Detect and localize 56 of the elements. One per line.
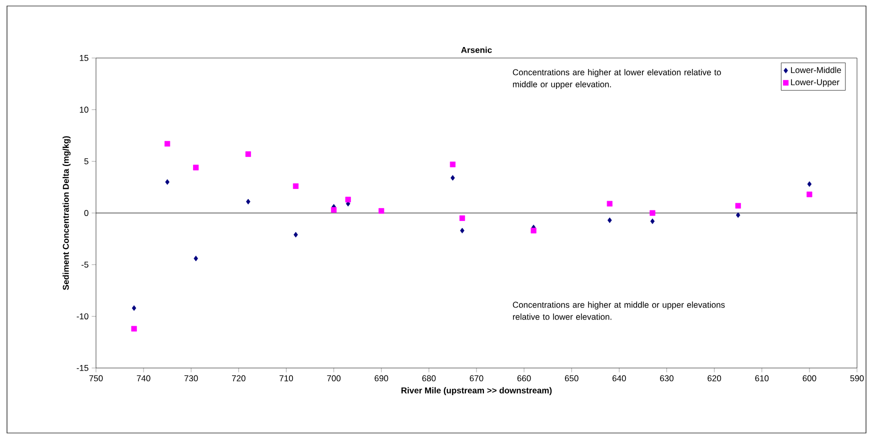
point [331,207,337,213]
x-tick-label: 720 [232,375,246,382]
point [450,162,456,168]
y-tick-label: -15 [76,365,88,371]
x-tick-label: 730 [184,375,198,382]
point [735,202,741,209]
x-tick-label: 620 [708,375,722,382]
point [132,305,136,311]
point [165,179,170,185]
point [131,326,137,332]
point [736,212,740,218]
x-axis-title: River Mile (upstream >> downstream) [401,387,552,396]
x-tick-label: 670 [470,375,484,382]
point [606,200,612,206]
y-tick-label: 15 [80,55,88,61]
point [806,192,812,198]
x-tick-label: 690 [374,375,388,382]
legend-label: Lower-Upper [791,79,840,87]
y-tick-label: 0 [84,210,88,216]
point [650,218,655,224]
legend-label: Lower-Middle [791,66,841,74]
point [246,198,250,204]
y-tick-label: 10 [80,106,88,113]
x-tick-label: 640 [612,375,626,382]
x-tick-label: 600 [802,375,816,382]
chart-title: Arsenic [461,46,492,53]
point [345,196,351,202]
point [530,228,536,234]
point [807,181,812,187]
y-axis-title: Sediment Concentration Delta (mg/kg) [62,136,71,290]
point [194,256,198,262]
point [193,164,199,170]
x-tick-label: 740 [136,375,150,382]
point [460,228,464,234]
point [378,208,384,214]
point [450,175,455,181]
x-tick-label: 590 [850,375,864,382]
x-tick-label: 710 [280,375,293,382]
point [459,215,466,221]
x-tick-label: 650 [564,375,578,382]
y-tick-label: -5 [82,262,88,268]
point [164,140,170,147]
point [245,151,251,157]
x-tick-label: 660 [517,375,531,382]
point [294,232,298,238]
annotation: Concentrations are higher at middle or upper elevations relative to lower elevation. [512,302,725,320]
y-tick-label: -10 [76,313,88,320]
x-tick-label: 630 [660,375,674,382]
point [292,183,299,189]
x-tick-label: 610 [755,375,769,382]
annotation: Concentrations are higher at lower elevation relative to middle or upper elevation. [512,69,721,89]
x-tick-label: 680 [422,375,436,382]
y-tick-label: 5 [84,158,88,164]
x-tick-label: 750 [89,375,103,382]
point [650,210,656,216]
x-tick-label: 700 [327,375,341,382]
